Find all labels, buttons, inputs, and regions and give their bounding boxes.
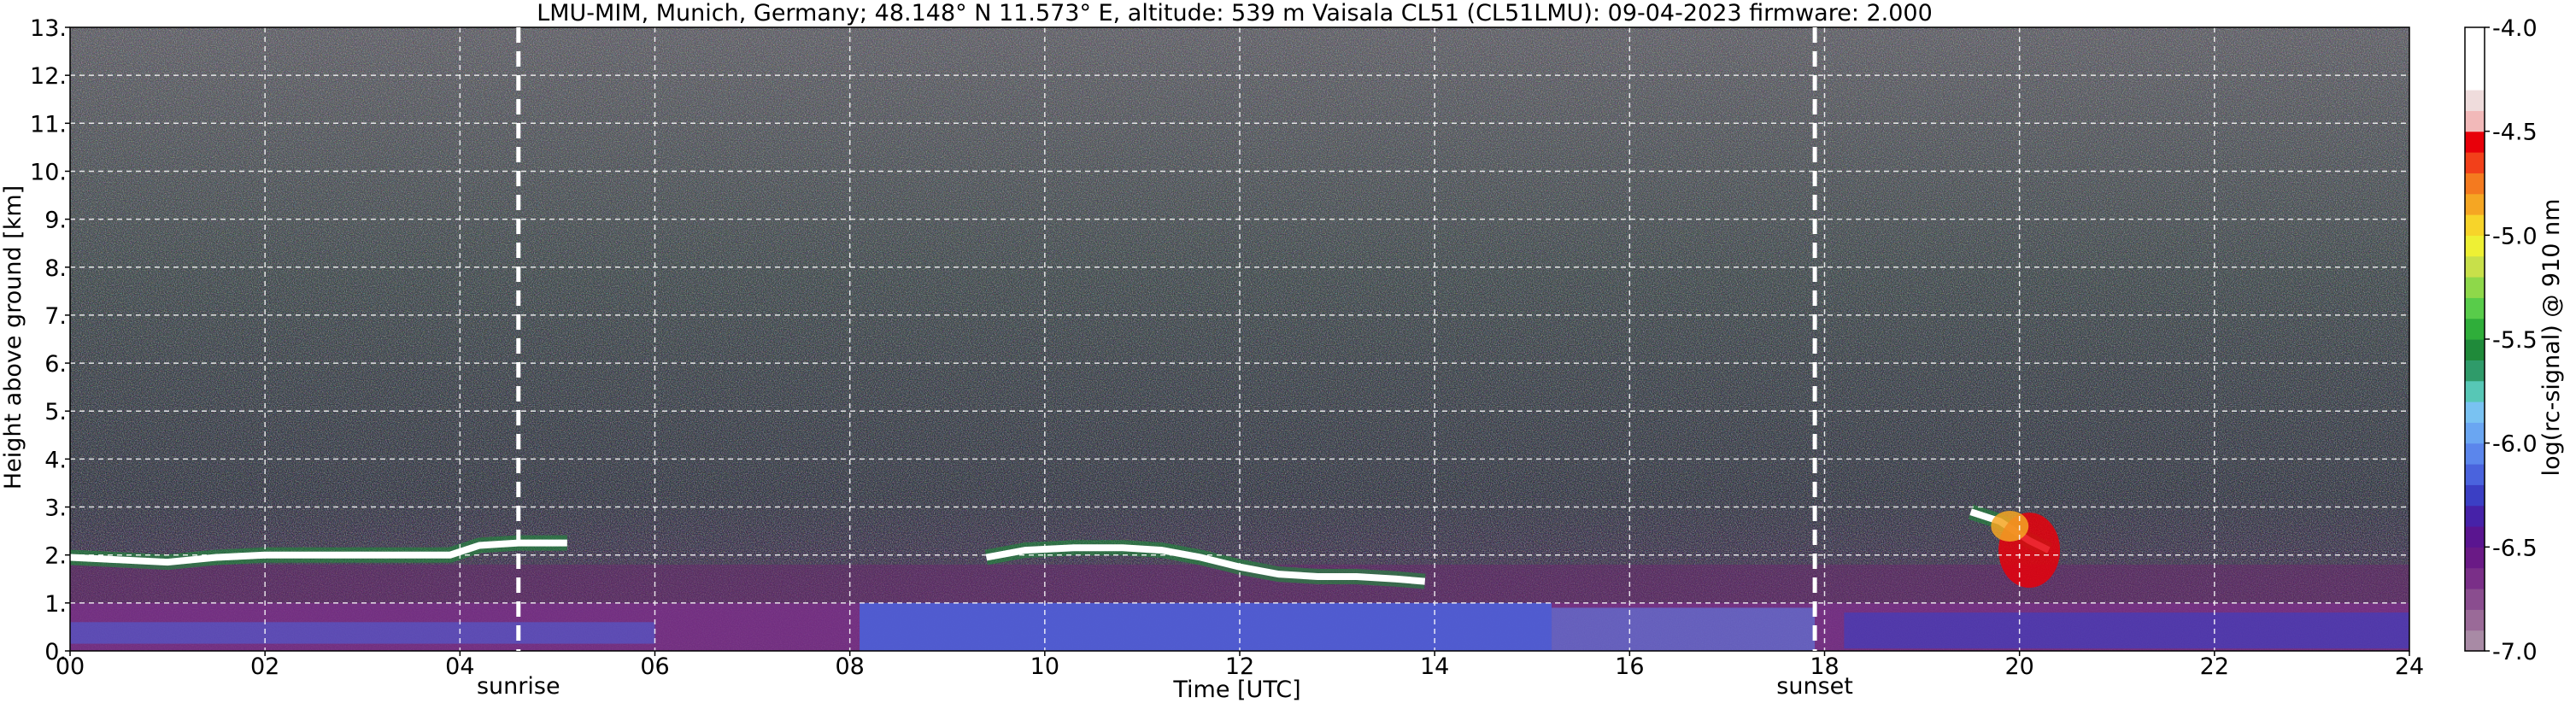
- x-tick-label: 22: [2200, 653, 2229, 680]
- colorbar: -4.0 -4.5 -5.0 -5.5 -6.0 -6.5 -7.0: [2464, 15, 2538, 665]
- x-tick-label: 16: [1615, 653, 1644, 680]
- grid: [69, 26, 2410, 652]
- colorbar-label: log(rc-signal) @ 910 nm: [2538, 199, 2565, 477]
- x-tick-label: 08: [835, 653, 864, 680]
- colorbar-segment: [2465, 90, 2485, 111]
- colorbar-segment: [2465, 505, 2485, 527]
- mixing-layer: [860, 602, 1552, 651]
- y-tick-label: 8.: [44, 255, 67, 282]
- y-tick-label: 2.: [44, 543, 67, 570]
- colorbar-segment: [2465, 442, 2485, 465]
- colorbar-segment: [2465, 380, 2485, 402]
- colorbar-segment: [2465, 152, 2485, 173]
- x-tick-label: 00: [56, 653, 85, 680]
- colorbar-segment: [2465, 255, 2485, 278]
- colorbar-segment: [2465, 68, 2485, 91]
- colorbar-segment: [2465, 277, 2485, 298]
- y-tick-label: 13.: [30, 15, 67, 42]
- x-tick-label: 10: [1030, 653, 1059, 680]
- residual-layer-morning: [70, 622, 655, 644]
- y-axis-label: Height above ground [km]: [0, 185, 26, 489]
- y-axis: 0. 1. 2. 3. 4. 5. 6. 7. 8. 9. 10. 11. 12. 13.: [30, 15, 70, 665]
- colorbar-segment: [2465, 422, 2485, 444]
- colorbar-segment: [2465, 214, 2485, 236]
- y-tick-label: 1.: [44, 591, 67, 618]
- sun-markers: sunrise sunset: [477, 27, 1853, 700]
- x-tick-label: 02: [250, 653, 279, 680]
- x-tick-label: 24: [2395, 653, 2424, 680]
- y-tick-label: 9.: [44, 208, 67, 234]
- colorbar-tick-label: -5.0: [2492, 223, 2538, 249]
- y-tick-label: 10.: [30, 159, 67, 185]
- colorbar-segment: [2465, 547, 2485, 569]
- colorbar-tick-label: -6.0: [2492, 431, 2538, 458]
- colorbar-segment: [2465, 484, 2485, 507]
- x-tick-label: 06: [640, 653, 669, 680]
- colorbar-segment: [2465, 360, 2485, 382]
- colorbar-segment: [2465, 526, 2485, 548]
- x-axis: 00 02 04 06 08 10 12 14 16 18 20 22 24: [56, 651, 2424, 680]
- sunset-label: sunset: [1776, 673, 1853, 700]
- x-tick-label: 18: [1810, 653, 1839, 680]
- colorbar-tick-label: -4.0: [2492, 15, 2538, 42]
- colorbar-segment: [2465, 339, 2485, 360]
- y-tick-label: 6.: [44, 351, 67, 378]
- colorbar-segment: [2465, 318, 2485, 340]
- colorbar-segment: [2465, 110, 2485, 132]
- colorbar-segment: [2465, 609, 2485, 631]
- mixing-layer-evening: [1552, 607, 1816, 651]
- colorbar-segment: [2465, 131, 2485, 153]
- colorbar-segment: [2465, 401, 2485, 423]
- colorbar-segment: [2465, 193, 2485, 215]
- colorbar-segment: [2465, 27, 2485, 49]
- sunrise-label: sunrise: [477, 673, 560, 700]
- colorbar-tick-label: -5.5: [2492, 327, 2538, 354]
- colorbar-tick-label: -6.5: [2492, 535, 2538, 561]
- y-tick-label: 4.: [44, 447, 67, 473]
- colorbar-segment: [2465, 567, 2485, 589]
- colorbar-segment: [2465, 48, 2485, 70]
- x-tick-label: 20: [2004, 653, 2033, 680]
- y-tick-label: 12.: [30, 63, 67, 90]
- colorbar-segment: [2465, 297, 2485, 319]
- y-tick-label: 7.: [44, 303, 67, 330]
- chart-title: LMU-MIM, Munich, Germany; 48.148° N 11.5…: [537, 0, 1933, 26]
- y-tick-label: 5.: [44, 399, 67, 425]
- x-tick-label: 12: [1225, 653, 1254, 680]
- x-axis-label: Time [UTC]: [1172, 677, 1300, 703]
- cloud-layer-1: [985, 544, 1426, 585]
- colorbar-tick-label: -4.5: [2492, 120, 2538, 146]
- x-tick-label: 04: [445, 653, 474, 680]
- residual-layer-night: [1844, 612, 2409, 649]
- y-tick-label: 3.: [44, 495, 67, 522]
- colorbar-segment: [2465, 464, 2485, 485]
- colorbar-segment: [2465, 589, 2485, 610]
- y-tick-label: 0.: [44, 639, 67, 665]
- x-tick-label: 14: [1420, 653, 1449, 680]
- colorbar-segment: [2465, 235, 2485, 257]
- y-tick-label: 11.: [30, 111, 67, 138]
- colorbar-segment: [2465, 630, 2485, 652]
- cloud-blob-edge: [1991, 511, 2029, 542]
- colorbar-tick-label: -7.0: [2492, 639, 2538, 665]
- colorbar-segment: [2465, 173, 2485, 195]
